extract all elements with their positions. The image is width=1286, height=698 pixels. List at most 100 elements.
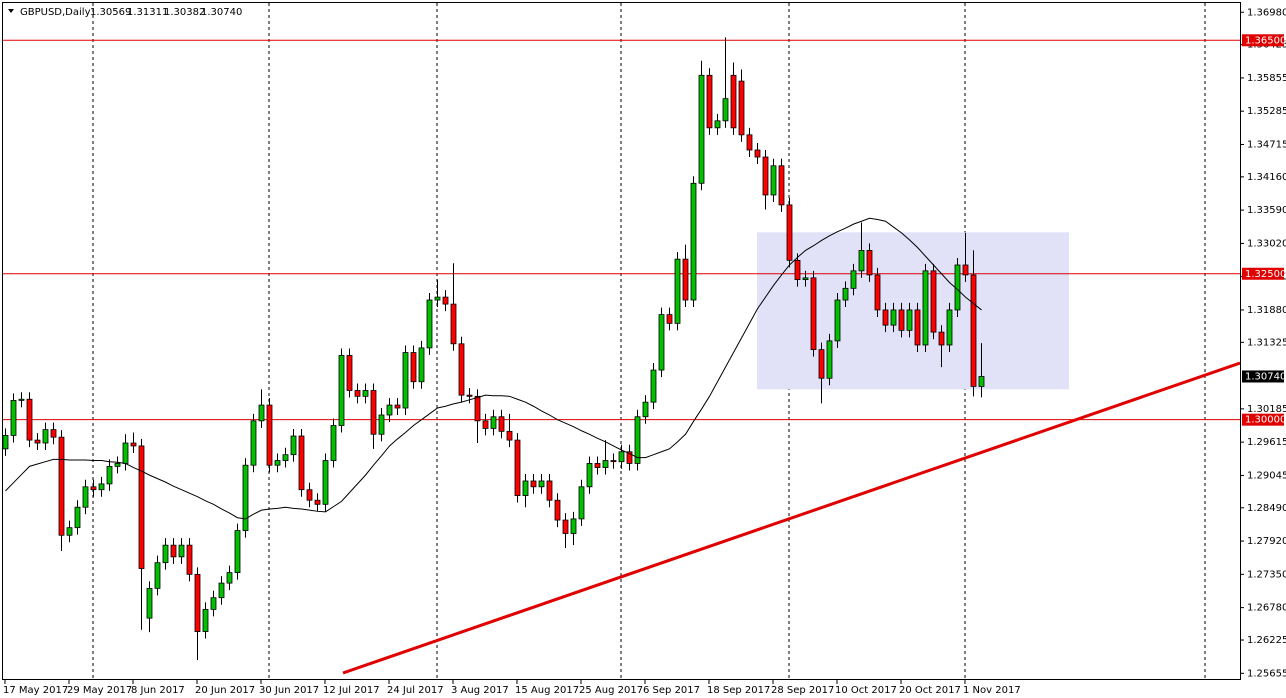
candle-body	[546, 480, 553, 501]
candle-body	[570, 518, 577, 534]
candle-body	[290, 435, 297, 456]
candle-body	[106, 465, 113, 485]
y-tick-label: 1.30185	[1247, 404, 1286, 415]
candle-body	[490, 416, 497, 429]
candle-body	[626, 451, 633, 464]
candle-body	[922, 270, 929, 346]
candle-body	[58, 436, 65, 536]
candle-body	[978, 376, 985, 387]
y-tick-label: 1.27920	[1247, 536, 1286, 547]
candle-body	[34, 439, 41, 444]
x-tick-label: 17 May 2017	[3, 685, 68, 696]
candle-body	[714, 120, 721, 129]
candle-body	[642, 401, 649, 418]
candle-body	[746, 134, 753, 151]
level-label: 1.32500	[1245, 269, 1286, 280]
candle-body	[810, 277, 817, 351]
candle-body	[146, 587, 153, 619]
candle-body	[930, 270, 937, 333]
candle-body	[762, 156, 769, 196]
y-tick-label: 1.29615	[1247, 437, 1286, 448]
candle-body	[234, 530, 241, 574]
candle-body	[274, 460, 281, 466]
moving-average	[5, 217, 982, 520]
candle-body	[378, 414, 385, 435]
candle-body	[18, 398, 25, 401]
candle-body	[970, 274, 977, 387]
candle-body	[938, 331, 945, 346]
candle-body	[242, 464, 249, 531]
candle-body	[682, 258, 689, 301]
candle-body	[314, 499, 321, 505]
candle-body	[914, 309, 921, 346]
x-tick-label: 12 Jul 2017	[323, 685, 380, 696]
candle-body	[866, 250, 873, 276]
candle-body	[826, 340, 833, 379]
candle-body	[330, 425, 337, 461]
candle-body	[506, 430, 513, 441]
candle-body	[522, 480, 529, 496]
level-label-bg	[1242, 413, 1284, 426]
y-tick-label: 1.26780	[1247, 603, 1286, 614]
chart-title: GBPUSD,Daily	[20, 7, 91, 18]
price-label: 1.30740	[1245, 371, 1286, 382]
candle-body	[442, 296, 449, 305]
candle-body	[362, 390, 369, 397]
candle-body	[882, 309, 889, 326]
candle-body	[538, 480, 545, 488]
candle-body	[738, 80, 745, 136]
y-tick-label: 1.34160	[1247, 172, 1286, 183]
candle-body	[282, 454, 289, 461]
candle-body	[114, 463, 121, 467]
candle-body	[482, 420, 489, 429]
candle-body	[578, 486, 585, 520]
candle-body	[122, 442, 129, 464]
y-tick-label: 1.27350	[1247, 569, 1286, 580]
quote-high: 1.31311	[127, 7, 168, 18]
price-label-bg	[1242, 370, 1284, 383]
candle-body	[26, 398, 33, 441]
range-box	[757, 232, 1069, 390]
candle-body	[770, 165, 777, 196]
x-tick-label: 15 Aug 2017	[515, 685, 579, 696]
candle-body	[258, 404, 265, 422]
candle-body	[818, 349, 825, 379]
y-tick-label: 1.29045	[1247, 470, 1286, 481]
candle-body	[298, 435, 305, 491]
candle-body	[410, 352, 417, 383]
x-tick-label: 8 Jun 2017	[131, 685, 185, 696]
candle-body	[634, 416, 641, 464]
candle-body	[594, 463, 601, 468]
candle-body	[210, 597, 217, 610]
candle-body	[218, 582, 225, 599]
candle-body	[874, 274, 881, 311]
candle-body	[338, 355, 345, 426]
candle-body	[610, 460, 617, 463]
candle-body	[666, 314, 673, 324]
candle-body	[426, 299, 433, 349]
candle-body	[778, 165, 785, 206]
plot	[2, 3, 1241, 680]
candle-body	[946, 309, 953, 346]
candle-body	[10, 400, 17, 436]
candle-body	[346, 355, 353, 391]
candle-body	[434, 296, 441, 301]
candle-body	[530, 480, 537, 488]
candle-body	[858, 250, 865, 272]
x-tick-label: 28 Sep 2017	[771, 685, 834, 696]
candle-body	[458, 343, 465, 396]
candle-body	[586, 463, 593, 488]
y-tick-label: 1.36980	[1247, 7, 1286, 18]
y-tick-label: 1.33020	[1247, 238, 1286, 249]
candle-body	[514, 439, 521, 496]
candle-body	[466, 394, 473, 397]
candle-body	[474, 395, 481, 422]
y-tick-label: 1.25655	[1247, 668, 1286, 679]
candle-body	[706, 74, 713, 129]
candle-body	[698, 74, 705, 184]
candle-body	[250, 420, 257, 466]
candle-body	[658, 314, 665, 371]
candle-body	[850, 270, 857, 289]
